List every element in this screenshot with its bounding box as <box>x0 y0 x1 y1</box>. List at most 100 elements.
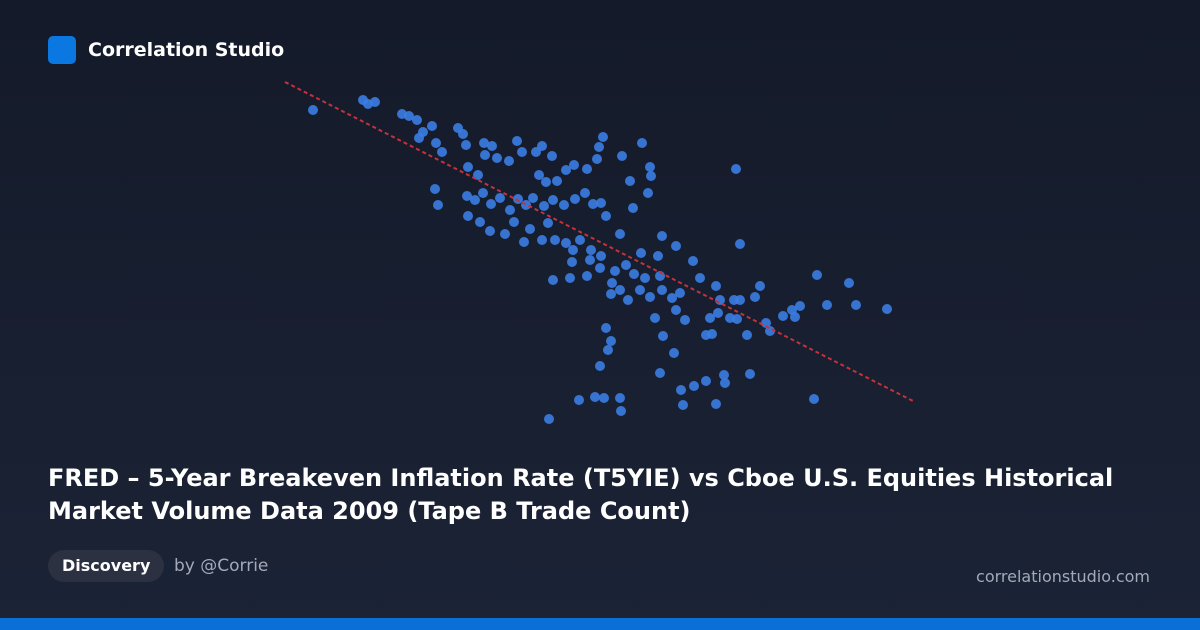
tag[interactable]: Discovery <box>48 550 165 582</box>
point <box>667 293 677 303</box>
point <box>480 150 490 160</box>
point <box>537 141 547 151</box>
point <box>574 395 584 405</box>
point <box>548 275 558 285</box>
point <box>404 111 414 121</box>
point <box>882 304 892 314</box>
point <box>628 203 638 213</box>
point <box>519 237 529 247</box>
point <box>427 121 437 131</box>
point <box>595 361 605 371</box>
point <box>720 378 730 388</box>
point <box>513 194 523 204</box>
point <box>601 323 611 333</box>
point <box>592 154 602 164</box>
point <box>653 251 663 261</box>
point <box>761 318 771 328</box>
point <box>646 171 656 181</box>
point <box>543 218 553 228</box>
point <box>658 331 668 341</box>
point <box>657 285 667 295</box>
point <box>731 164 741 174</box>
point <box>475 217 485 227</box>
point <box>711 399 721 409</box>
point <box>675 288 685 298</box>
point <box>719 370 729 380</box>
point <box>487 141 497 151</box>
point <box>500 229 510 239</box>
point <box>412 115 422 125</box>
point <box>732 314 742 324</box>
point <box>433 200 443 210</box>
point <box>707 329 717 339</box>
point <box>479 138 489 148</box>
point <box>570 194 580 204</box>
point <box>430 184 440 194</box>
point <box>615 285 625 295</box>
point <box>689 381 699 391</box>
point <box>585 255 595 265</box>
point <box>517 147 527 157</box>
point <box>616 406 626 416</box>
point <box>617 151 627 161</box>
point <box>705 313 715 323</box>
point <box>637 138 647 148</box>
point <box>625 176 635 186</box>
point <box>635 285 645 295</box>
point <box>478 188 488 198</box>
point <box>809 394 819 404</box>
point <box>580 188 590 198</box>
point <box>495 193 505 203</box>
point <box>370 97 380 107</box>
point <box>544 414 554 424</box>
point <box>548 195 558 205</box>
point <box>711 281 721 291</box>
point <box>594 142 604 152</box>
author[interactable]: by @Corrie <box>174 556 269 576</box>
brand-name: Correlation Studio <box>88 39 285 61</box>
point <box>590 392 600 402</box>
point <box>586 245 596 255</box>
point <box>437 147 447 157</box>
point <box>539 201 549 211</box>
brand: Correlation Studio <box>48 36 284 64</box>
point <box>595 263 605 273</box>
point <box>588 199 598 209</box>
point <box>701 376 711 386</box>
point <box>473 170 483 180</box>
point <box>567 257 577 267</box>
point <box>669 348 679 358</box>
point <box>851 300 861 310</box>
point <box>615 393 625 403</box>
point <box>541 177 551 187</box>
point <box>537 235 547 245</box>
point <box>678 400 688 410</box>
point <box>598 132 608 142</box>
chart-title: FRED – 5-Year Breakeven Inflation Rate (… <box>48 464 1114 525</box>
point <box>534 170 544 180</box>
point <box>462 191 472 201</box>
point <box>715 295 725 305</box>
point <box>623 295 633 305</box>
point <box>568 245 578 255</box>
point <box>755 281 765 291</box>
point <box>713 308 723 318</box>
point <box>486 199 496 209</box>
trend-line <box>284 81 916 403</box>
point <box>596 251 606 261</box>
point <box>745 369 755 379</box>
point <box>606 289 616 299</box>
point <box>643 188 653 198</box>
point <box>790 312 800 322</box>
point <box>569 160 579 170</box>
point <box>575 235 585 245</box>
point <box>742 330 752 340</box>
point <box>657 231 667 241</box>
point <box>547 151 557 161</box>
point <box>688 256 698 266</box>
point <box>528 193 538 203</box>
point <box>735 295 745 305</box>
point <box>431 138 441 148</box>
